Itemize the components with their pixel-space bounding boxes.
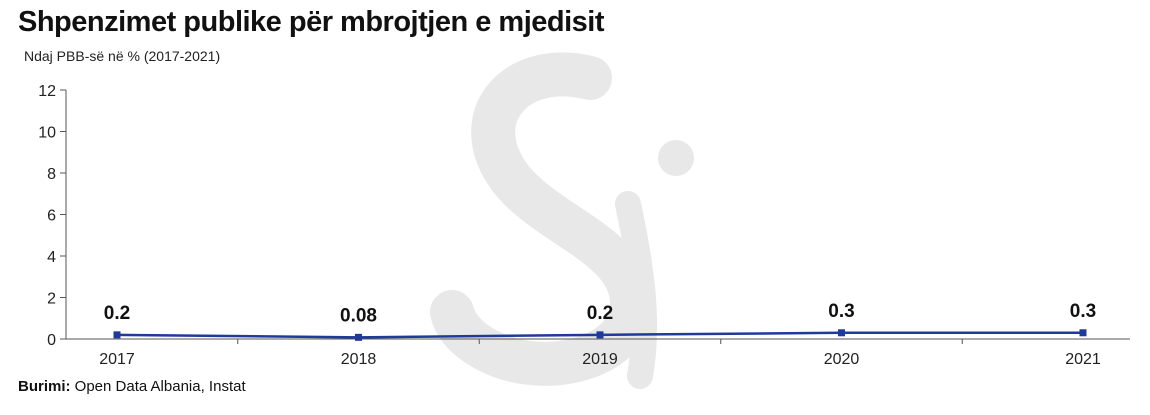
x-tick-label: 2018 bbox=[341, 351, 377, 368]
y-tick-label: 12 bbox=[38, 83, 56, 100]
y-tick-label: 6 bbox=[47, 208, 56, 225]
source-text: Open Data Albania, Instat bbox=[70, 378, 246, 395]
data-point bbox=[113, 331, 121, 339]
watermark-logo bbox=[430, 52, 694, 389]
data-point bbox=[355, 333, 362, 341]
y-tick-label: 4 bbox=[47, 249, 56, 266]
data-point bbox=[1079, 329, 1087, 337]
source-label: Burimi: bbox=[18, 378, 71, 395]
source-note: Burimi: Open Data Albania, Instat bbox=[18, 378, 246, 395]
x-tick-label: 2019 bbox=[582, 351, 618, 368]
data-label: 0.2 bbox=[104, 303, 130, 324]
data-label: 0.3 bbox=[1070, 301, 1096, 322]
y-tick-label: 8 bbox=[47, 166, 56, 183]
chart-title: Shpenzimet publike për mbrojtjen e mjedi… bbox=[18, 6, 605, 38]
x-tick-label: 2020 bbox=[824, 351, 860, 368]
data-label: 0.08 bbox=[340, 305, 377, 326]
data-label: 0.2 bbox=[587, 303, 613, 324]
y-tick-label: 10 bbox=[38, 125, 56, 142]
y-tick-label: 0 bbox=[47, 332, 56, 349]
x-tick-label: 2021 bbox=[1065, 351, 1101, 368]
data-label: 0.3 bbox=[828, 301, 854, 322]
data-point bbox=[596, 331, 604, 339]
data-point bbox=[838, 329, 845, 337]
chart-subtitle: Ndaj PBB-së në % (2017-2021) bbox=[24, 48, 221, 64]
x-tick-label: 2017 bbox=[99, 351, 135, 368]
y-tick-label: 2 bbox=[47, 291, 56, 308]
